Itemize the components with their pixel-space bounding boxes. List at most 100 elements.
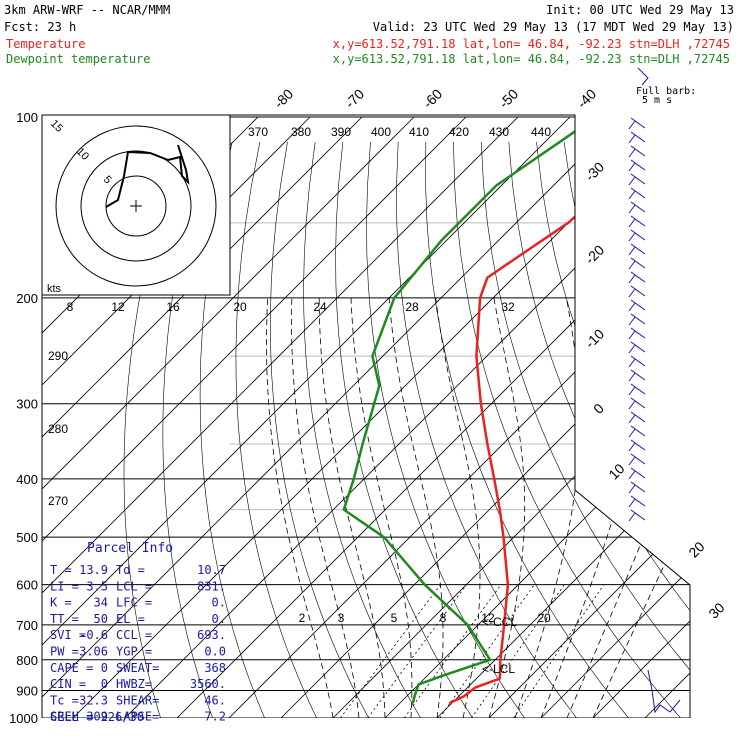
wind-barb [630,439,646,451]
wind-barb-flag [628,344,636,354]
right-temp-tick-label: 20 [685,538,707,560]
wind-barb [630,425,646,437]
wind-barb [630,285,646,297]
moist-adiabat-line [291,297,360,718]
wind-barb [630,131,646,143]
dry-adiabat-line [591,141,690,718]
hodograph-kts-label: kts [47,283,62,295]
mixing-ratio-line [367,584,467,718]
dry-adiabat-line [730,142,740,731]
moist-adiabat-line [435,297,481,718]
mixing-ratio-label: 5 [391,611,398,625]
init-time: Init: 00 UTC Wed 29 May 13 [546,3,734,17]
dry-adiabat-line [646,141,690,718]
wind-barb-flag [628,456,636,466]
pressure-tick-label: 100 [16,110,38,125]
temperature-line [448,116,690,705]
theta-e-label: 400 [371,125,391,139]
temperature-label: Temperature [6,37,85,51]
isotherm-line [644,116,690,718]
moist-adiabat-line [488,297,526,718]
mixing-ratio-line [340,584,441,718]
wind-barb [630,159,646,171]
dry-adiabat-line [425,141,640,718]
mixing-ratio-top-label: 12 [111,300,125,314]
wind-barb-flag [628,498,636,508]
pressure-tick-label: 1000 [9,711,38,726]
wind-barb-flag [628,134,636,144]
top-temp-tick-label: -70 [342,86,368,112]
isotherm-line [436,116,690,718]
wind-barb [630,117,646,129]
wind-barb [630,495,646,507]
wind-barb-flag [628,400,636,410]
isotherm-line [42,116,623,718]
dry-adiabat-line [335,141,482,718]
wind-barb [630,313,646,325]
right-temp-tick-label: -20 [582,242,608,268]
theta-label: 290 [48,349,68,363]
wind-barb-flag [628,358,636,368]
wind-barb [630,397,646,409]
isotherm-line [488,116,690,718]
wind-barb-flag [628,512,636,522]
wind-barb-flag [628,246,636,256]
wind-barb [630,341,646,353]
wind-barb-flag [628,288,636,298]
wind-barb-flag [628,274,636,284]
wind-barb-flag [628,414,636,424]
wind-barb-flag [628,204,636,214]
theta-label: 280 [48,422,68,436]
mixing-ratio-label: 2 [299,611,306,625]
moist-adiabat-line [592,297,690,718]
hodograph-ring [80,150,192,262]
wind-barb-flag [628,386,636,396]
right-temp-tick-label: 0 [590,400,607,417]
mixing-ratio-line [513,584,605,718]
isotherm-line [332,116,690,718]
wind-barb [630,509,646,521]
dewpoint-label: Dewpoint temperature [6,52,151,66]
pressure-tick-label: 500 [16,530,38,545]
wind-barb [630,355,646,367]
top-temp-tick-label: -60 [420,86,446,112]
wind-barb-flag [628,260,636,270]
dry-adiabat-line [508,141,690,718]
dry-adiabat-line [366,141,535,718]
mixing-ratio-label: 12 [481,611,495,625]
dry-adiabat-line [480,141,690,718]
wind-barb-flag [628,302,636,312]
theta-e-label: 390 [331,125,351,139]
dry-adiabat-line [396,141,587,718]
pressure-tick-label: 900 [16,683,38,698]
dry-adiabat-line [303,141,429,718]
wind-barb-flag [628,470,636,480]
dry-adiabat-line [619,141,690,718]
wind-barb [630,327,646,339]
dry-adiabat-line [702,142,740,731]
right-temp-tick-label: -10 [582,326,608,352]
mixing-ratio-top-label: 32 [501,300,515,314]
dewpoint-location: x,y=613.52,791.18 lat,lon= 46.84, -92.23… [333,52,730,66]
wind-barb-flag [628,316,636,326]
model-title: 3km ARW-WRF -- NCAR/MMM [4,3,170,17]
header: 3km ARW-WRF -- NCAR/MMM Init: 00 UTC Wed… [4,3,734,66]
dry-adiabat-line [235,141,324,718]
isotherm-line [42,116,467,718]
wind-barb [630,145,646,157]
wind-barb-flag [628,484,636,494]
pressure-tick-label: 800 [16,653,38,668]
wind-barb [630,453,646,465]
mixing-ratio-line [471,584,565,718]
pressure-tick-label: 700 [16,618,38,633]
top-temp-tick-label: -80 [271,86,297,112]
dry-adiabat-line [453,141,690,718]
pressure-tick-label: 200 [16,291,38,306]
wind-barb-flag [628,218,636,228]
isotherm-line [228,116,690,718]
chart-series [342,115,690,705]
moist-adiabat-line [318,297,386,718]
barb-legend-symbol [637,67,649,86]
